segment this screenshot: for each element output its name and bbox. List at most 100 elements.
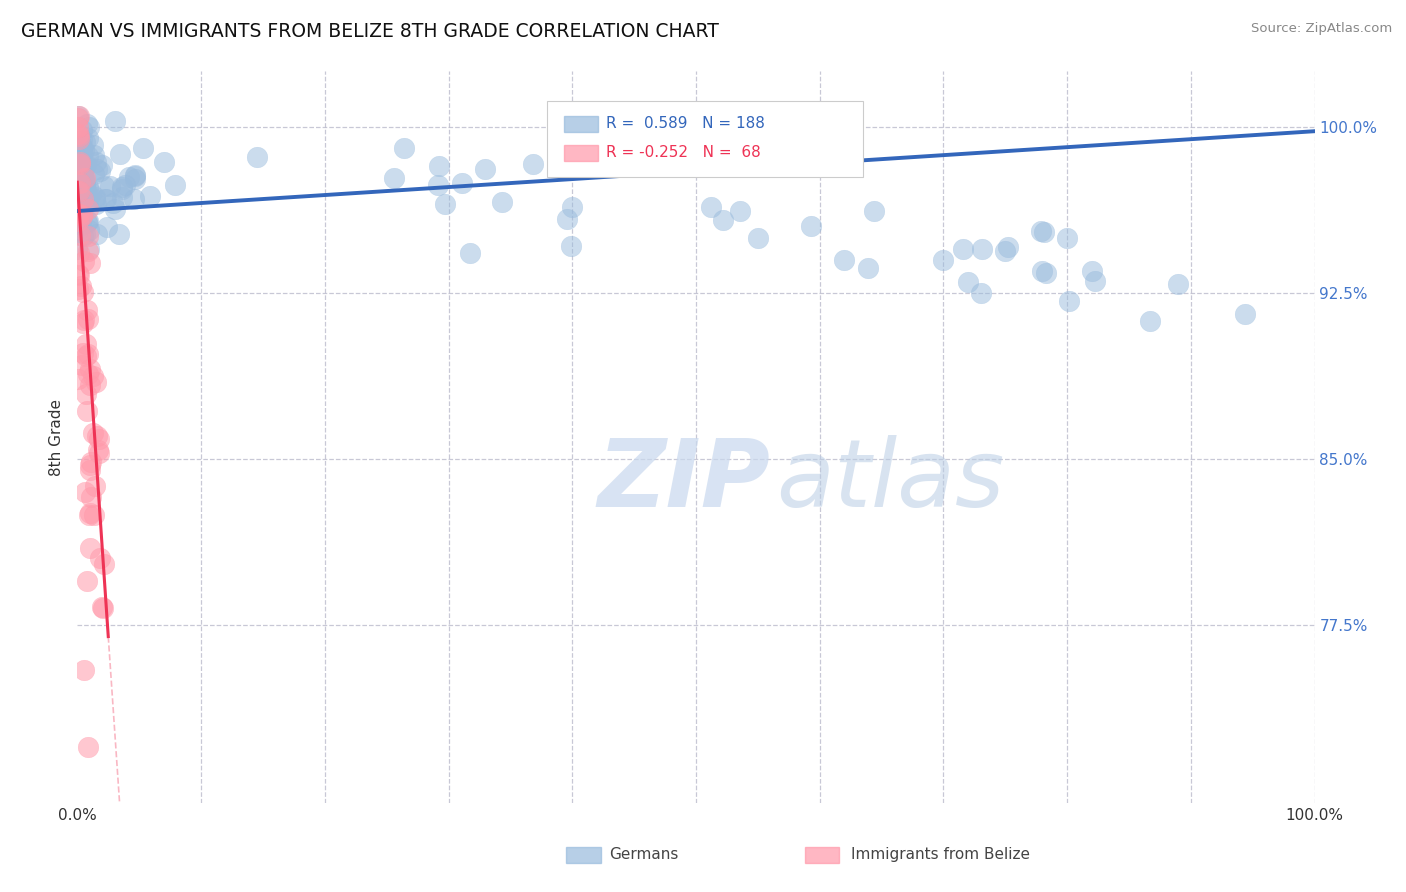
Point — [87, 442, 110, 457]
Point — [90, 158, 112, 172]
Point — [69, 185, 91, 199]
Point — [67, 189, 90, 203]
Point — [93, 557, 115, 571]
Point — [66, 140, 89, 154]
Point — [1233, 307, 1256, 321]
Point — [76, 302, 98, 317]
Point — [67, 194, 90, 209]
Point — [79, 377, 101, 392]
Point — [96, 220, 118, 235]
Point — [952, 242, 974, 256]
Point — [73, 143, 96, 157]
Point — [67, 164, 90, 178]
Point — [86, 429, 108, 443]
Point — [72, 165, 94, 179]
Point — [69, 163, 91, 178]
Point — [118, 169, 141, 184]
Point — [458, 246, 481, 260]
Point — [66, 214, 89, 228]
Point — [427, 160, 450, 174]
Point — [76, 117, 98, 131]
Point — [711, 213, 734, 227]
Point — [72, 192, 94, 206]
Point — [82, 369, 104, 384]
Point — [70, 208, 93, 222]
Point — [94, 193, 117, 207]
Point — [72, 663, 94, 677]
Point — [799, 219, 821, 233]
Point — [66, 186, 89, 200]
Point — [957, 275, 980, 289]
Point — [73, 485, 96, 500]
Point — [72, 168, 94, 182]
Point — [67, 179, 90, 194]
Point — [73, 253, 96, 268]
Point — [110, 182, 132, 196]
Point — [66, 183, 89, 197]
Point — [728, 203, 751, 218]
Point — [66, 175, 89, 189]
Point — [69, 149, 91, 163]
Point — [1031, 223, 1053, 237]
Point — [451, 176, 474, 190]
Point — [76, 216, 98, 230]
Point — [70, 141, 93, 155]
Text: ZIP: ZIP — [598, 435, 770, 527]
Point — [66, 176, 89, 190]
Point — [87, 446, 110, 460]
Point — [70, 123, 93, 137]
Point — [72, 316, 94, 330]
Point — [561, 200, 583, 214]
Point — [69, 147, 91, 161]
Point — [79, 506, 101, 520]
Point — [66, 205, 89, 219]
Point — [66, 179, 89, 194]
Point — [66, 181, 89, 195]
Point — [70, 188, 93, 202]
Point — [73, 175, 96, 189]
Point — [76, 131, 98, 145]
Point — [66, 161, 89, 175]
Point — [66, 176, 89, 190]
Point — [474, 162, 496, 177]
Point — [66, 162, 89, 177]
Point — [66, 203, 89, 218]
Text: R = -0.252   N =  68: R = -0.252 N = 68 — [606, 145, 761, 160]
Point — [83, 167, 105, 181]
Point — [66, 155, 89, 169]
Point — [66, 170, 89, 185]
Point — [72, 161, 94, 175]
Point — [69, 140, 91, 154]
Point — [84, 197, 107, 211]
Text: GERMAN VS IMMIGRANTS FROM BELIZE 8TH GRADE CORRELATION CHART: GERMAN VS IMMIGRANTS FROM BELIZE 8TH GRA… — [21, 22, 718, 41]
Point — [66, 199, 89, 213]
Point — [103, 195, 125, 210]
Text: R =  0.589   N = 188: R = 0.589 N = 188 — [606, 116, 765, 131]
FancyBboxPatch shape — [804, 847, 839, 863]
Point — [104, 114, 127, 128]
Point — [84, 376, 107, 390]
Point — [66, 205, 89, 219]
Point — [75, 187, 97, 202]
Point — [66, 282, 89, 296]
Point — [70, 279, 93, 293]
Point — [1056, 230, 1078, 244]
Point — [91, 599, 114, 614]
Point — [67, 111, 90, 125]
Point — [75, 183, 97, 197]
Point — [70, 358, 93, 372]
Point — [382, 171, 405, 186]
Point — [73, 174, 96, 188]
Point — [69, 176, 91, 190]
Text: Germans: Germans — [609, 847, 679, 862]
Point — [69, 155, 91, 169]
Point — [66, 139, 89, 153]
Point — [73, 179, 96, 194]
Point — [863, 204, 886, 219]
FancyBboxPatch shape — [564, 145, 598, 161]
Point — [77, 223, 100, 237]
Point — [67, 160, 90, 174]
Point — [66, 167, 89, 181]
Point — [69, 227, 91, 242]
Point — [91, 601, 114, 615]
